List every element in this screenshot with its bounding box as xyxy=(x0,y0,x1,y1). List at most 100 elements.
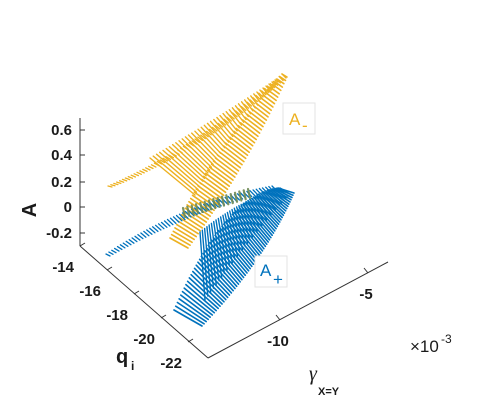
surface-stripe-overlap xyxy=(199,201,204,213)
surface-stripe-a-plus xyxy=(202,252,236,290)
surface-stripe-a-plus xyxy=(131,237,138,243)
surface-stripe-a-minus xyxy=(237,103,250,118)
surface-stripe-a-minus xyxy=(172,230,193,244)
surface-stripe-a-minus xyxy=(237,124,258,141)
legend-a-plus-text: A xyxy=(260,261,272,280)
surface-stripe-a-plus xyxy=(258,187,265,194)
surface-stripe-overlap xyxy=(207,199,213,211)
surface-stripe-a-plus xyxy=(226,211,239,257)
surface-stripe-a-plus xyxy=(199,231,206,301)
surface-stripe-a-minus xyxy=(274,79,279,83)
surface-stripe-overlap xyxy=(216,196,221,208)
x-axis-ticks: -10 -5 xyxy=(267,267,373,350)
surface-stripe-a-minus xyxy=(197,128,222,155)
surface-stripe-a-plus xyxy=(235,210,267,248)
surface-stripe-a-minus xyxy=(217,122,224,128)
surface-stripe-a-plus xyxy=(203,227,212,293)
surface-stripe-a-plus xyxy=(151,226,159,233)
surface-stripe-a-minus xyxy=(231,133,252,150)
surface-stripe-a-plus xyxy=(180,294,211,319)
surface-stripe-a-plus xyxy=(256,195,270,219)
y-tick-mark xyxy=(106,266,113,271)
surface-stripe-a-plus xyxy=(154,224,162,231)
surface-stripe-a-plus xyxy=(169,217,177,225)
surface-stripe-overlap xyxy=(194,203,200,215)
surface-stripe-a-plus xyxy=(210,222,220,282)
surface-stripe-a-minus xyxy=(211,126,218,132)
surface-stripe-a-minus xyxy=(226,139,249,157)
surface-stripe-a-plus xyxy=(207,244,241,283)
surface-stripe-a-minus xyxy=(206,122,228,146)
surface-stripe-a-minus xyxy=(233,130,254,147)
surface-stripe-a-minus xyxy=(206,169,231,187)
surface-stripe-a-minus xyxy=(169,237,189,249)
surface-stripe-a-plus xyxy=(146,229,153,235)
surface-stripe-a-minus xyxy=(147,165,154,170)
y-tick-mark xyxy=(133,290,140,295)
surface-stripe-a-minus xyxy=(250,108,268,121)
surface-stripe-a-minus xyxy=(249,99,256,105)
surface-stripe-a-minus xyxy=(268,83,274,89)
x-axis-line xyxy=(207,261,389,359)
surface-stripe-a-plus xyxy=(134,235,141,241)
series-a-minus-surface xyxy=(107,73,288,249)
surface-stripe-a-minus xyxy=(218,151,242,169)
surface-stripe-a-plus xyxy=(208,224,217,286)
surface-stripe-a-minus xyxy=(271,81,277,86)
surface-stripe-a-minus xyxy=(202,175,227,194)
series-a-plus-surface xyxy=(105,185,295,327)
surface-stripe-a-minus xyxy=(214,157,238,175)
surface-stripe-a-plus xyxy=(149,227,156,234)
y-tick-mark xyxy=(187,338,194,343)
surface-stripe-a-plus xyxy=(249,198,263,227)
x-axis-label-main: γ xyxy=(309,363,318,385)
surface-stripe-a-minus xyxy=(175,141,209,174)
surface-stripe-a-minus xyxy=(246,113,264,128)
surface-stripe-a-minus xyxy=(177,220,199,235)
surface-stripe-overlap xyxy=(242,189,247,201)
surface-stripe-a-plus xyxy=(157,223,165,230)
surface-stripe-a-minus xyxy=(240,105,247,112)
surface-stripe-overlap xyxy=(238,190,243,202)
surface-stripe-a-minus xyxy=(272,80,279,86)
surface-stripe-a-minus xyxy=(121,178,128,182)
y-tick-label: -18 xyxy=(106,307,128,324)
surface-stripe-a-minus xyxy=(136,171,142,175)
surface-stripe-a-minus xyxy=(241,119,261,134)
surface-stripe-a-minus xyxy=(255,94,261,100)
surface-stripe-a-minus xyxy=(116,181,122,185)
surface-stripe-a-plus xyxy=(176,301,207,323)
surface-stripe-a-minus xyxy=(124,177,131,181)
surface-stripe-a-minus xyxy=(118,180,125,183)
x-tick-label: -10 xyxy=(267,333,289,350)
surface-stripe-a-minus xyxy=(278,75,287,82)
surface-stripe-a-plus xyxy=(252,189,259,196)
surface-stripe-a-minus xyxy=(243,99,254,112)
surface-stripe-a-minus xyxy=(214,124,221,130)
x-axis-label-sub: X=Y xyxy=(318,386,340,398)
surface-stripe-a-minus xyxy=(190,132,218,160)
z-tick-label: 0.6 xyxy=(51,122,72,139)
surface-stripe-a-plus xyxy=(181,290,214,316)
z-tick-label: -0.2 xyxy=(46,225,72,242)
series-overlap-region xyxy=(181,187,252,219)
surface-stripe-a-plus xyxy=(265,191,279,209)
surface-stripe-a-plus xyxy=(219,216,231,267)
z-tick-label: 0.2 xyxy=(51,174,72,191)
legend-a-plus: A + xyxy=(254,255,288,289)
surface-stripe-a-minus xyxy=(253,93,261,103)
x-axis-label: γ X=Y xyxy=(309,363,340,398)
y-tick-label: -22 xyxy=(160,355,182,372)
surface-stripe-overlap xyxy=(212,198,217,210)
surface-stripe-a-plus xyxy=(192,270,225,303)
surface-stripe-a-minus xyxy=(224,142,247,160)
surface-stripe-a-plus xyxy=(173,309,203,327)
surface-stripe-a-minus xyxy=(175,223,197,238)
surface-stripe-a-plus xyxy=(105,253,111,257)
surface-stripe-a-minus xyxy=(225,110,241,129)
surface-stripe-a-minus xyxy=(149,157,196,196)
surface-stripe-a-minus xyxy=(171,143,207,177)
y-axis-label-main: q xyxy=(116,346,128,368)
surface-stripe-a-plus xyxy=(212,236,247,277)
